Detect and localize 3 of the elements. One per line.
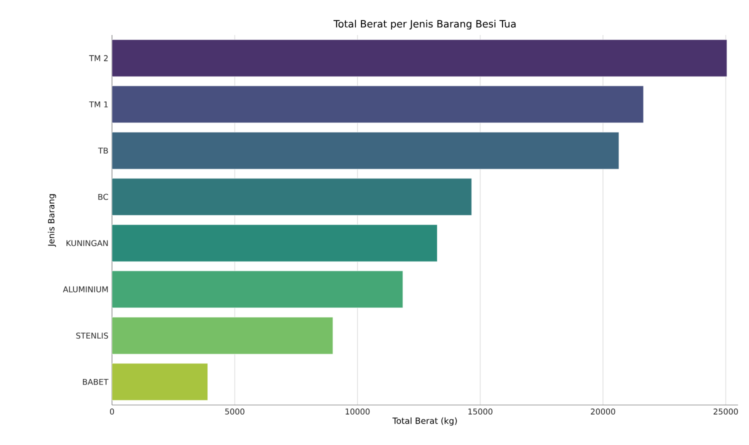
x-axis-title: Total Berat (kg) bbox=[392, 417, 457, 426]
chart-title: Total Berat per Jenis Barang Besi Tua bbox=[334, 20, 516, 30]
y-axis-title: Jenis Barang bbox=[48, 194, 56, 247]
